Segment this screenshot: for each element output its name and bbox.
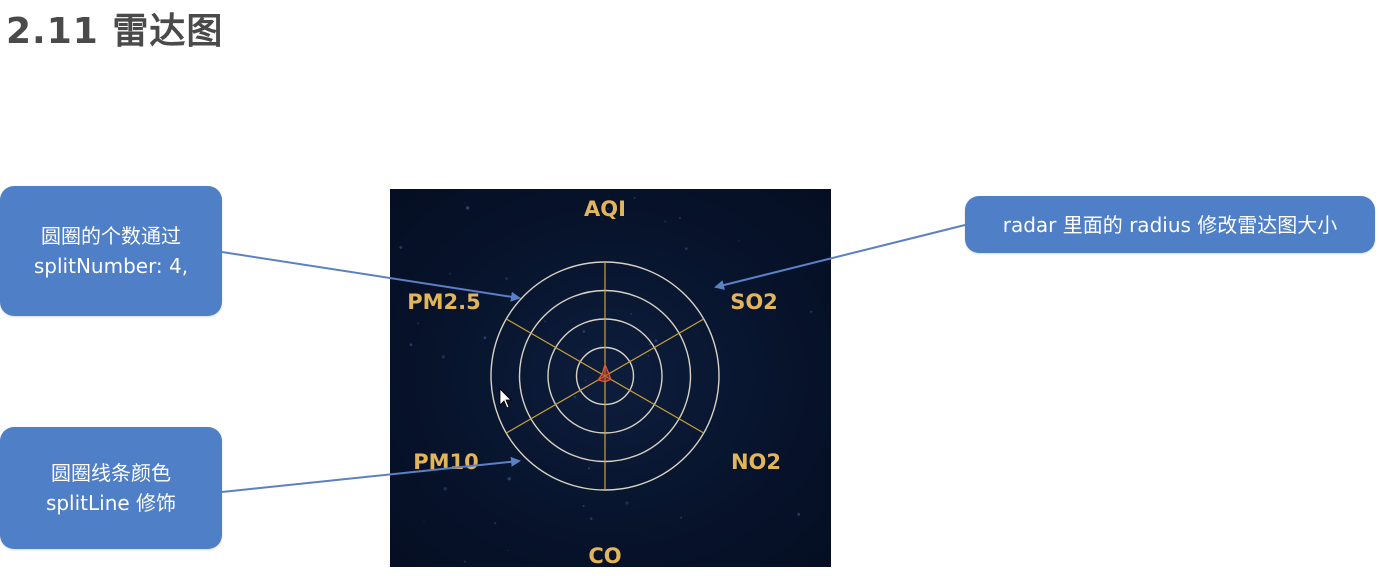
star-dot [443, 487, 447, 491]
callout-split-number-line1: 圆圈的个数通过 [41, 224, 181, 248]
star-dot [399, 246, 403, 249]
star-dot [505, 277, 508, 280]
indicator-label-co: CO [588, 544, 621, 567]
axis-spoke [505, 318, 606, 377]
star-dot [633, 197, 636, 200]
star-dot [582, 330, 585, 333]
cursor-arrow-icon [499, 388, 512, 409]
star-dot [664, 220, 667, 223]
callout-split-number-line2: splitNumber: 4, [33, 254, 189, 278]
axis-spoke [604, 318, 705, 377]
callout-split-number: 圆圈的个数通过 splitNumber: 4, [0, 186, 222, 316]
star-dot [507, 549, 509, 552]
star-dot [423, 521, 425, 523]
star-dot [678, 216, 682, 220]
star-dot [588, 467, 591, 470]
star-dot [544, 320, 546, 322]
star-dot [573, 395, 577, 399]
star-dot [483, 336, 487, 340]
axis-spoke [505, 375, 606, 434]
callout-radius-text: radar 里面的 radius 修改雷达图大小 [1002, 212, 1338, 237]
mouse-cursor-icon [499, 388, 512, 409]
star-dot [464, 560, 467, 563]
star-dot [647, 355, 649, 357]
callout-split-line-line2: splitLine 修饰 [45, 491, 177, 515]
star-dot [685, 247, 688, 250]
radar-series [597, 362, 612, 383]
star-dot [417, 322, 420, 325]
star-dot [584, 379, 587, 382]
star-dot [680, 516, 683, 519]
star-dot [737, 239, 740, 242]
radar-series-area [597, 362, 612, 383]
star-dot [607, 207, 609, 210]
star-dot [494, 522, 497, 525]
indicator-label-aqi: AQI [584, 197, 626, 221]
star-dot [605, 400, 607, 402]
axis-spokes [505, 262, 705, 490]
star-dot [600, 345, 602, 347]
indicator-label-pm25: PM2.5 [407, 290, 481, 314]
star-dot [625, 501, 629, 505]
star-dot [441, 355, 445, 359]
callout-radius: radar 里面的 radius 修改雷达图大小 [965, 196, 1375, 253]
star-dot [507, 477, 511, 481]
callout-split-line: 圆圈线条颜色 splitLine 修饰 [0, 427, 222, 549]
star-dot [630, 313, 632, 315]
radar-chart: AQI SO2 NO2 CO PM10 PM2.5 [399, 197, 813, 567]
star-dot [797, 512, 801, 516]
indicator-label-pm10: PM10 [413, 450, 479, 474]
star-dot [589, 517, 593, 520]
star-dot [582, 504, 585, 507]
radar-chart-panel: AQI SO2 NO2 CO PM10 PM2.5 [390, 189, 831, 567]
star-dot [463, 202, 466, 204]
star-dot [654, 339, 658, 343]
star-dot [409, 343, 413, 347]
star-dot [448, 272, 452, 275]
star-dot [466, 206, 470, 210]
indicator-label-no2: NO2 [731, 450, 781, 474]
star-dot [649, 343, 651, 346]
axis-spoke [604, 375, 705, 434]
indicator-label-so2: SO2 [730, 290, 778, 314]
callout-split-line-line1: 圆圈线条颜色 [51, 461, 171, 485]
page-title: 2.11 雷达图 [6, 11, 224, 52]
star-dot [810, 310, 813, 313]
star-dot [471, 303, 473, 305]
